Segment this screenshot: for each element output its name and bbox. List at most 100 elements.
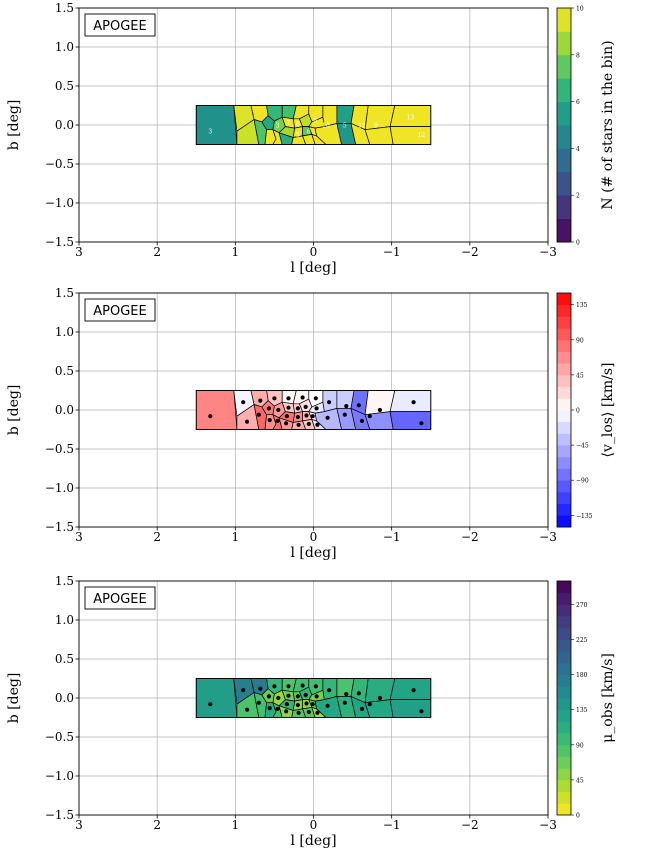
colorbar-2-step [557,339,571,352]
voronoi-cells [195,678,432,718]
colorbar-3-step [557,803,571,816]
y-tick-label: −1.5 [45,235,74,249]
bin-center-marker [325,703,330,708]
colorbar-2-step [557,386,571,399]
bin-center-marker [275,418,280,423]
colorbar-3-step [557,581,571,594]
colorbar-1-tick-label: 10 [576,6,584,13]
colorbar-3-step [557,768,571,781]
bin-center-marker [419,709,424,714]
x-tick-label: 0 [310,530,318,544]
x-tick-label: −3 [539,818,557,832]
bin-center-marker [377,407,382,413]
colorbar-1-tick-label: 4 [576,146,580,153]
colorbar-2-step [557,316,571,329]
colorbar-2-step [557,433,571,446]
colorbar-3-frame [556,580,572,816]
panel-2: 3 2 1 0 −1 −2 −3 1.5 1.0 0.5 0.0 −0.5 −1.0 −1.5 l [deg… [6,286,557,561]
x-tick-label: 1 [232,245,240,259]
bin-center-marker [286,693,291,698]
colorbar-2: 135 90 45 0 −45 −90 −135 ⟨v_los⟩ [km/s] [556,292,616,528]
voronoi-cell [195,390,238,430]
y-tick-label: 0.5 [55,652,74,666]
bin-center-marker [276,695,281,701]
bin-count-label: 7 [287,120,291,127]
colorbar-3-tick-label: 270 [576,602,588,609]
colorbar-2-tick-label: −135 [576,513,593,520]
colorbar-3-tick-label: 90 [576,742,584,749]
bin-center-marker [367,414,372,419]
bin-center-marker [256,412,261,417]
colorbar-3-step [557,604,571,617]
bin-center-marker [245,419,250,424]
bin-center-marker [304,701,309,706]
colorbar-2-tick-label: 45 [576,372,584,379]
voronoi-cell [195,105,238,145]
x-tick-label: 3 [75,245,83,259]
colorbar-1-step [557,101,571,126]
x-tick-label: −1 [383,530,401,544]
bin-center-marker [359,706,365,712]
bin-center-marker [411,688,416,693]
colorbar-1-step [557,125,571,149]
colorbar-3-step [557,592,571,605]
bin-center-marker [258,398,263,403]
colorbar-3-step [557,733,571,746]
y-tick-label: −0.5 [45,157,74,171]
colorbar-2-tick-label: 0 [576,408,580,415]
bin-center-marker [303,692,308,698]
colorbar-2-step [557,421,571,434]
colorbar-3-step [557,744,571,757]
y-tick-label: 1.0 [55,613,74,627]
y-tick-label: 1.5 [55,286,74,300]
x-tick-label: 3 [75,530,83,544]
bin-center-marker [258,686,263,691]
colorbar-2-tick-label: −90 [576,478,589,485]
y-tick-label: 0.0 [55,118,74,132]
colorbar-3-step [557,639,571,652]
y-tick-label: −1.5 [45,808,74,822]
bin-count-label: 5 [296,132,300,139]
bin-center-marker [267,706,272,711]
bin-center-marker [286,405,291,410]
colorbar-2-step [557,374,571,387]
bin-count-label: 3 [276,123,280,130]
bin-center-marker [313,684,318,689]
bin-center-marker [359,418,365,423]
bin-count-label: 9 [374,123,378,130]
colorbar-2-step [557,515,571,528]
bin-center-marker [295,414,300,420]
bin-center-marker [286,396,291,401]
bin-center-marker [310,702,315,707]
colorbar-2-step [557,503,571,516]
bin-center-marker [284,421,289,426]
colorbar-1-step [557,54,571,79]
colorbar-1-step [557,8,571,32]
bin-center-marker [356,691,361,696]
x-tick-label: −2 [461,245,479,259]
bin-center-marker [284,702,289,707]
colorbar-3-label: μ_obs [km/s] [600,653,616,743]
y-axis-label: b [deg] [6,385,22,436]
colorbar-2-step [557,491,571,504]
colorbar-3-tick-label: 0 [576,813,580,820]
panel-label-box [84,298,156,322]
strip-outline [195,678,432,718]
colorbar-3-step [557,756,571,769]
colorbar-3-tick-label: 135 [576,707,588,714]
bin-count-label: 9 [313,118,317,125]
bin-center-marker [314,406,319,411]
bin-center-marker [342,412,347,417]
bin-center-marker [315,422,320,427]
bin-center-marker [310,414,315,419]
panel-label-box [84,586,156,610]
colorbar-2-step [557,304,571,317]
bin-center-marker [245,707,250,712]
voronoi-cells [195,105,432,145]
colorbar-2-step [557,410,571,423]
colorbar-3-step [557,791,571,804]
colorbar-3-step [557,662,571,675]
bin-count-label: 11 [358,123,366,130]
